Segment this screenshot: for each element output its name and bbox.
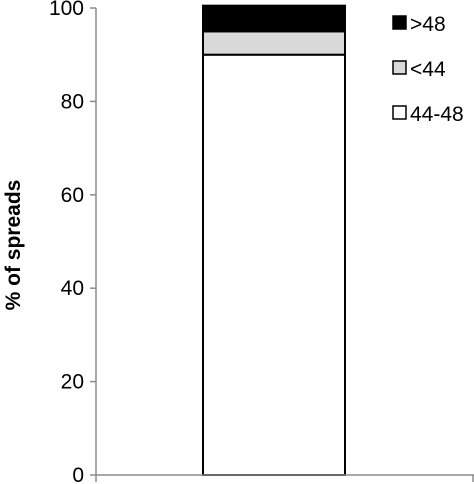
legend-label: <44 [410,58,446,81]
x-axis-ticks [95,475,474,482]
legend-swatch [392,60,407,75]
legend: >48 <44 44-48 [392,13,464,126]
bar-stack [202,4,346,476]
y-tick-label: 20 [61,371,84,394]
bar-segment-44 [202,30,346,56]
bar-segment-48 [202,4,346,33]
legend-label: 44-48 [410,103,464,126]
y-tick-label: 100 [49,0,84,20]
bar-segment-44-48 [202,53,346,476]
y-tick-label: 40 [61,277,84,300]
y-tick-label: 60 [61,184,84,207]
y-tick-label: 0 [72,464,84,484]
y-axis-ticks: 0 20 40 60 80 100 [49,0,96,484]
y-axis-title: % of spreads [2,180,25,311]
legend-swatch [392,105,407,120]
legend-swatch [392,15,407,30]
legend-label: >48 [410,13,446,36]
y-tick-label: 80 [61,90,84,113]
